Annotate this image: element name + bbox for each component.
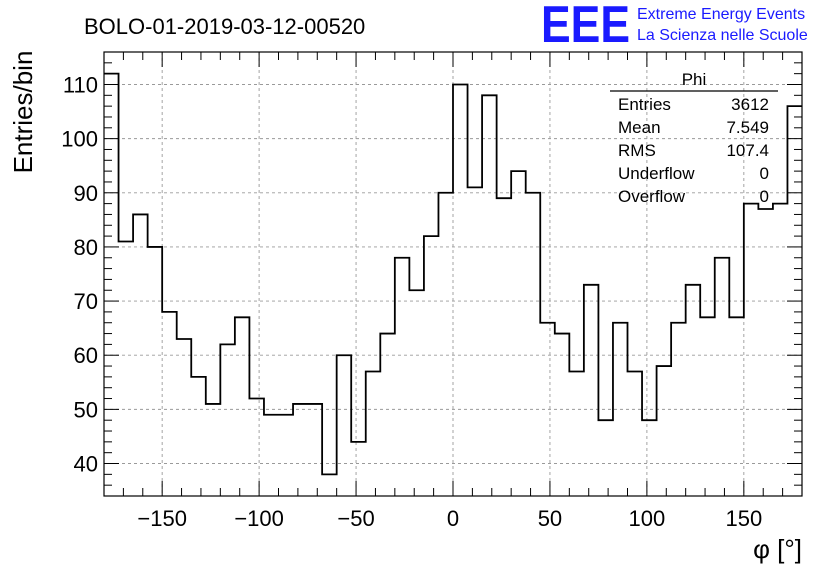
y-tick-label: 70	[74, 289, 98, 314]
stats-value: 0	[760, 164, 769, 183]
y-tick-label: 50	[74, 397, 98, 422]
y-tick-label: 90	[74, 181, 98, 206]
x-tick-label: −150	[137, 506, 187, 531]
stats-label: Entries	[618, 95, 671, 114]
y-tick-label: 80	[74, 235, 98, 260]
stats-label: Overflow	[618, 187, 686, 206]
stats-label: Mean	[618, 118, 661, 137]
x-tick-label: −100	[234, 506, 284, 531]
x-tick-label: −50	[337, 506, 374, 531]
stats-rows: Entries 3612 Mean 7.549 RMS 107.4 Underflow 0 Ov…	[618, 95, 769, 206]
stats-label: Underflow	[618, 164, 695, 183]
stats-box: Phi Entries 3612 Mean 7.549 RMS 107.4 Underflo…	[610, 70, 778, 206]
x-tick-label: 150	[725, 506, 762, 531]
y-tick-label: 60	[74, 343, 98, 368]
chart-title: BOLO-01-2019-03-12-00520	[84, 14, 365, 39]
y-axis-label: Entries/bin	[8, 51, 38, 174]
logo-line-1: Extreme Energy Events	[637, 6, 805, 23]
stats-label: RMS	[618, 141, 656, 160]
x-tick-label: 0	[447, 506, 459, 531]
x-tick-label: 50	[538, 506, 562, 531]
histogram-series-line	[104, 72, 802, 476]
axis-ticks	[104, 52, 802, 496]
y-tick-label: 100	[61, 127, 98, 152]
stats-value: 0	[760, 187, 769, 206]
stats-value: 107.4	[726, 141, 769, 160]
x-tick-label: 100	[629, 506, 666, 531]
eee-logo: EEE Extreme Energy Events La Scienza nel…	[541, 0, 808, 54]
tick-labels: −150 −100 −50 0 50 100 150 40 50 60 70 80 90 100 110	[61, 72, 762, 531]
eee-logo-mark: EEE	[541, 0, 630, 54]
y-tick-label: 40	[74, 452, 98, 477]
y-tick-label: 110	[63, 72, 98, 97]
logo-line-2: La Scienza nelle Scuole	[637, 27, 808, 44]
stats-value: 7.549	[726, 118, 769, 137]
stats-box-title: Phi	[682, 70, 707, 89]
x-axis-label: φ [°]	[753, 534, 802, 564]
stats-value: 3612	[731, 95, 769, 114]
